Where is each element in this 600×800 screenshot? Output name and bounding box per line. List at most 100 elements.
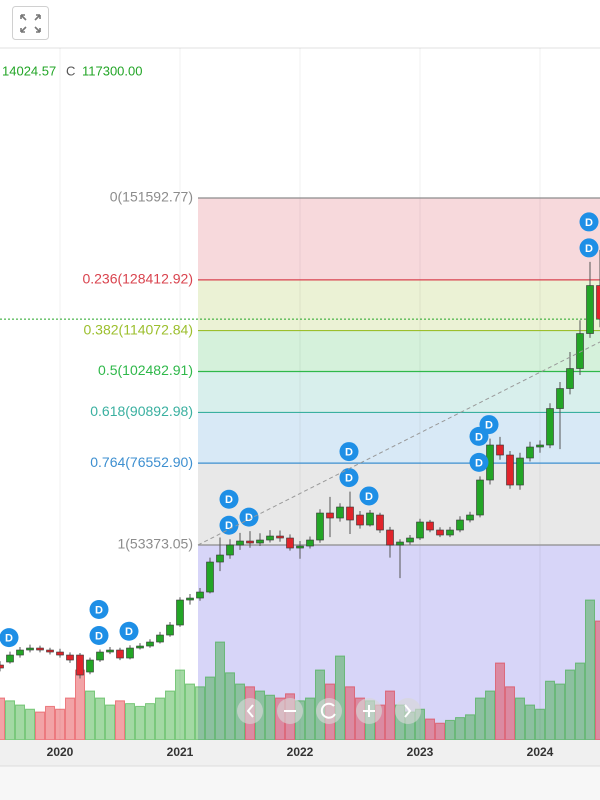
candle-body xyxy=(276,535,284,539)
fib-label: 1(53373.05) xyxy=(117,536,193,552)
candle-body xyxy=(596,285,600,320)
candle-body xyxy=(506,454,514,486)
fib-label: 0(151592.77) xyxy=(110,189,193,205)
volume-bar xyxy=(105,704,115,741)
candle-body xyxy=(286,537,294,549)
dividend-marker xyxy=(579,212,599,232)
x-axis-band xyxy=(0,740,600,766)
fullscreen-button[interactable] xyxy=(12,6,49,40)
dividend-marker xyxy=(469,452,489,472)
candle-body xyxy=(576,333,584,369)
candle-body xyxy=(166,624,174,636)
dividend-marker xyxy=(219,489,239,509)
candle-body xyxy=(146,641,154,647)
volume-bar xyxy=(555,683,565,741)
dividend-marker xyxy=(359,486,379,506)
volume-bar xyxy=(55,708,65,741)
candle-body xyxy=(566,368,574,389)
volume-bar xyxy=(125,703,135,741)
volume-bar xyxy=(585,599,595,741)
nav-zoom-out[interactable] xyxy=(277,698,303,724)
dividend-marker xyxy=(579,238,599,258)
candle-body xyxy=(386,529,394,546)
volume-bar xyxy=(515,697,525,741)
candle-body xyxy=(586,285,594,334)
nav-left[interactable] xyxy=(237,698,263,724)
dividend-label: D xyxy=(345,472,353,484)
dividend-marker xyxy=(339,442,359,462)
candle-body xyxy=(176,599,184,626)
dividend-label: D xyxy=(125,626,133,638)
candle-body xyxy=(186,597,194,601)
volume-bar xyxy=(15,704,25,741)
dividend-marker xyxy=(479,415,499,435)
candle-body xyxy=(366,512,374,526)
candle-body xyxy=(36,647,44,651)
candle-body xyxy=(256,539,264,544)
fib-band xyxy=(198,463,600,546)
candle-body xyxy=(196,591,204,599)
volume-bar xyxy=(305,697,315,741)
fib-label: 0.764(76552.90) xyxy=(90,454,193,470)
candle-body xyxy=(456,519,464,531)
dividend-label: D xyxy=(225,520,233,532)
x-tick-label: 2022 xyxy=(287,745,314,759)
dividend-marker xyxy=(0,628,19,648)
candle-body xyxy=(246,540,254,544)
trend-line xyxy=(197,341,600,546)
volume-bar xyxy=(525,704,535,741)
candle-body xyxy=(26,647,34,651)
candle-body xyxy=(556,388,564,409)
candle-body xyxy=(236,540,244,546)
candle-body xyxy=(96,651,104,661)
candle-body xyxy=(346,506,354,521)
candle-body xyxy=(86,659,94,673)
volume-bar xyxy=(225,672,235,741)
dividend-label: D xyxy=(585,243,593,255)
candle-body xyxy=(296,545,304,549)
volume-bar xyxy=(425,718,435,741)
volume-bar xyxy=(155,697,165,741)
candle-body xyxy=(316,512,324,541)
dividend-marker xyxy=(339,468,359,488)
candle-body xyxy=(306,539,314,547)
x-tick-label: 2020 xyxy=(47,745,74,759)
fib-label: 0.236(128412.92) xyxy=(82,271,193,287)
x-tick-label: 2024 xyxy=(527,745,554,759)
volume-bar xyxy=(345,686,355,741)
fib-label: 0.382(114072.84) xyxy=(84,321,194,337)
fib-label: 0.5(102482.91) xyxy=(98,362,193,378)
dividend-marker xyxy=(219,515,239,535)
volume-bar xyxy=(475,697,485,741)
volume-bar xyxy=(265,694,275,741)
volume-bar xyxy=(75,669,85,741)
volume-bar xyxy=(0,697,5,741)
volume-bar xyxy=(445,719,455,741)
candle-body xyxy=(396,541,404,546)
nav-right[interactable] xyxy=(395,698,421,724)
candle-body xyxy=(516,457,524,486)
volume-bar xyxy=(65,697,75,741)
fib-band xyxy=(198,279,600,331)
candle-body xyxy=(156,634,164,643)
volume-bar xyxy=(85,690,95,741)
candle-body xyxy=(496,444,504,456)
candle-body xyxy=(16,649,24,656)
candle-body xyxy=(136,645,144,649)
dividend-label: D xyxy=(5,633,13,645)
volume-bar xyxy=(385,690,395,741)
toolbar xyxy=(0,0,600,48)
dividend-label: D xyxy=(485,419,493,431)
fib-band xyxy=(198,197,600,280)
dividend-label: D xyxy=(225,494,233,506)
candle-body xyxy=(466,514,474,521)
header-low: 14024.57 xyxy=(2,63,56,78)
dividend-marker xyxy=(89,626,109,646)
candle-body xyxy=(356,514,364,526)
nav-reset[interactable] xyxy=(316,698,342,724)
dividend-label: D xyxy=(585,217,593,229)
nav-zoom-in[interactable] xyxy=(356,698,382,724)
plot: 0(151592.77) 0.236(128412.92) 0.382(114072… xyxy=(0,48,600,741)
volume-bar xyxy=(5,700,15,741)
